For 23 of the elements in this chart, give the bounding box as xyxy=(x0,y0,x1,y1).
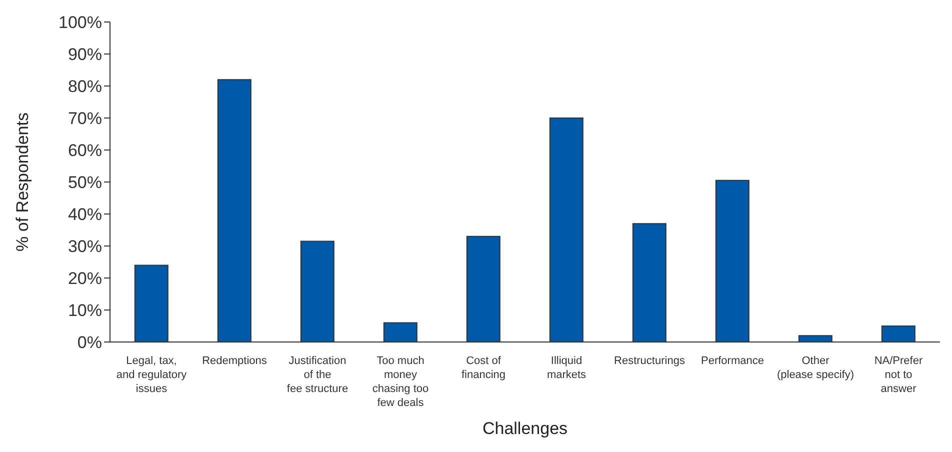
x-tick-label: Other (please specify) xyxy=(776,355,854,381)
x-tick-label: Legal, tax, and regulatory issues xyxy=(116,355,188,395)
y-tick-label: 90% xyxy=(68,45,102,64)
y-tick-label: 20% xyxy=(68,269,102,288)
x-tick-label: Justification of the fee structure xyxy=(286,355,348,395)
y-tick-label: 10% xyxy=(68,301,102,320)
y-tick-label: 30% xyxy=(68,237,102,256)
y-tick-label: 80% xyxy=(68,77,102,96)
y-tick-label: 100% xyxy=(58,13,102,32)
x-tick-label: NA/Prefer not to answer xyxy=(874,355,923,395)
y-tick-label: 0% xyxy=(77,333,102,352)
y-tick-label: 70% xyxy=(68,109,102,128)
x-axis-title: Challenges xyxy=(482,419,568,438)
x-tick-label: Redemptions xyxy=(202,355,268,367)
x-tick-label: Too much money chasing too few deals xyxy=(372,355,429,409)
y-axis-title: % of Respondents xyxy=(13,112,32,252)
x-tick-label: Cost of financing xyxy=(461,355,506,381)
x-tick-label: Restructurings xyxy=(614,355,686,367)
x-tick-label: Illiquid markets xyxy=(546,355,587,381)
y-tick-label: 40% xyxy=(68,205,102,224)
x-tick-label: Performance xyxy=(701,355,764,367)
y-tick-label: 50% xyxy=(68,173,102,192)
y-tick-label: 60% xyxy=(68,141,102,160)
